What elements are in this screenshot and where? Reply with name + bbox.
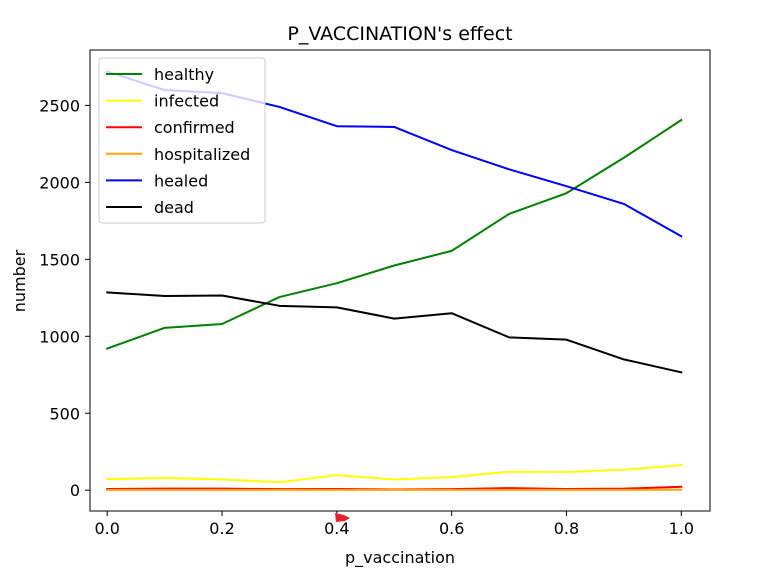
series-layer	[105, 70, 683, 491]
x-tick-label: 0.4	[324, 519, 349, 538]
legend: healthy infected confirmed hospitalized heal…	[98, 57, 266, 224]
x-tick-label: 0.2	[209, 519, 234, 538]
legend-box	[98, 57, 266, 224]
legend-items: healthy infected confirmed hospitalized heal…	[106, 65, 250, 217]
y-tick-label: 500	[49, 404, 80, 423]
y-tick-label: 0	[70, 481, 80, 500]
mouse-cursor-icon	[335, 513, 350, 522]
x-tick-label: 1.0	[669, 519, 694, 538]
series-line-infected	[106, 464, 683, 484]
series-line-dead	[106, 291, 683, 374]
legend-label-dead: dead	[154, 198, 194, 217]
legend-label-infected: infected	[154, 92, 219, 111]
legend-label-hospitalized: hospitalized	[154, 145, 250, 164]
x-axis: 0.0 0.2 0.4 0.6 0.8 1.0	[94, 511, 694, 538]
series-line-healthy	[105, 118, 683, 350]
y-axis-label: number	[10, 249, 29, 312]
y-tick-label: 2500	[39, 96, 80, 115]
x-tick-label: 0.6	[439, 519, 464, 538]
chart-title: P_VACCINATION's effect	[287, 23, 512, 45]
x-tick-label: 0.0	[94, 519, 119, 538]
y-tick-label: 2000	[39, 173, 80, 192]
y-tick-label: 1000	[39, 327, 80, 346]
legend-label-healthy: healthy	[154, 65, 214, 84]
x-axis-label: p_vaccination	[345, 548, 455, 568]
plot-border	[89, 49, 711, 512]
legend-label-healed: healed	[154, 171, 208, 190]
legend-label-confirmed: confirmed	[154, 118, 235, 137]
y-axis: 0 500 1000 1500 2000 2500	[39, 96, 90, 500]
x-tick-label: 0.8	[554, 519, 579, 538]
y-tick-label: 1500	[39, 250, 80, 269]
